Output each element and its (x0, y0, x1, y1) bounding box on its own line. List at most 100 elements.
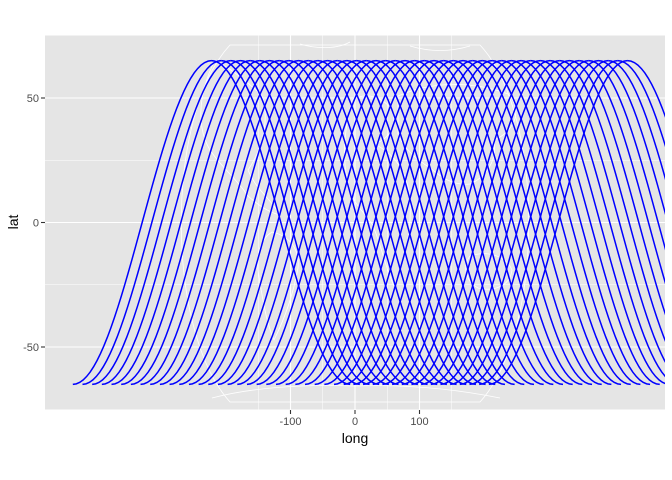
track-ascending (130, 59, 270, 386)
track-ascending (324, 59, 464, 386)
track-ascending (140, 59, 280, 386)
track-descending (327, 59, 467, 386)
track-ascending (459, 59, 599, 386)
track-ascending (362, 59, 502, 386)
track-ascending (188, 59, 328, 386)
antarctica-outline (211, 385, 501, 399)
track-ascending (440, 59, 580, 386)
track-descending (608, 59, 665, 181)
track-ascending (275, 59, 415, 386)
track-descending (433, 59, 573, 386)
track-ascending (285, 59, 425, 386)
x-tick-label: 0 (352, 416, 358, 428)
track-ascending (391, 59, 531, 386)
track-ascending (111, 59, 251, 386)
track-ascending (295, 59, 435, 386)
track-ascending (198, 59, 338, 386)
track-descending (598, 59, 665, 215)
track-ascending (101, 59, 241, 386)
y-axis-title: lat (5, 215, 21, 230)
track-descending (627, 59, 665, 118)
track-descending (288, 59, 428, 386)
track-descending (230, 59, 370, 386)
track-ascending (246, 59, 386, 386)
track-descending (346, 59, 486, 386)
track-ascending (488, 59, 628, 386)
track-descending (443, 59, 583, 386)
track-descending (511, 59, 651, 386)
track-ascending (256, 59, 396, 386)
track-ascending (401, 59, 541, 386)
track-descending (211, 59, 351, 386)
orbit-tracks (72, 59, 665, 386)
x-axis-title: long (342, 430, 368, 446)
track-ascending (237, 59, 377, 386)
track-ascending (353, 59, 493, 386)
track-ascending (421, 59, 560, 386)
track-ascending (314, 59, 454, 386)
track-descending (617, 59, 665, 148)
track-descending (453, 59, 593, 386)
track-descending (588, 59, 665, 251)
track-descending (308, 59, 448, 386)
track-ascending (169, 59, 309, 386)
y-tick-label: -50 (23, 342, 39, 354)
track-descending (404, 59, 544, 386)
track-descending (550, 59, 665, 363)
track-descending (298, 59, 438, 386)
track-descending (279, 59, 418, 386)
track-ascending (92, 59, 231, 386)
track-ascending (411, 59, 551, 386)
track-descending (337, 59, 477, 386)
track-descending (462, 59, 602, 386)
track-descending (317, 59, 457, 386)
track-ascending (72, 59, 212, 386)
track-descending (395, 59, 535, 386)
track-descending (540, 59, 665, 378)
track-descending (250, 59, 389, 386)
track-ascending (159, 59, 299, 386)
track-descending (559, 59, 665, 342)
track-descending (520, 59, 660, 386)
track-ascending (450, 59, 589, 386)
track-ascending (208, 59, 348, 386)
track-descending (240, 59, 380, 386)
track-ascending (469, 59, 609, 386)
track-ascending (150, 59, 289, 386)
track-descending (375, 59, 515, 386)
x-tick-label: 100 (410, 416, 428, 428)
track-ascending (333, 59, 473, 386)
x-axis: -100 0 100 (279, 410, 429, 428)
track-ascending (266, 59, 406, 386)
track-ascending (227, 59, 367, 386)
track-descending (501, 59, 641, 386)
track-ascending (479, 59, 618, 386)
track-descending (259, 59, 399, 386)
track-descending (482, 59, 622, 386)
y-tick-label: 50 (27, 93, 39, 105)
y-axis: 50 0 -50 (23, 93, 45, 354)
track-ascending (382, 59, 522, 386)
track-ascending (343, 59, 483, 386)
track-ascending (217, 59, 357, 386)
track-descending (221, 59, 360, 386)
track-descending (414, 59, 554, 386)
x-tick-label: -100 (279, 416, 301, 428)
track-descending (579, 59, 665, 285)
track-ascending (304, 59, 444, 386)
track-descending (356, 59, 496, 386)
y-tick-label: 0 (33, 218, 39, 230)
track-descending (530, 59, 665, 385)
track-ascending (121, 59, 260, 386)
track-ascending (430, 59, 570, 386)
track-descending (491, 59, 631, 386)
track-ascending (372, 59, 512, 386)
track-descending (424, 59, 564, 386)
track-ascending (179, 59, 319, 386)
track-descending (472, 59, 612, 386)
track-descending (385, 59, 525, 386)
track-descending (269, 59, 409, 386)
arctic-islands-outline (299, 41, 471, 51)
track-descending (366, 59, 506, 386)
